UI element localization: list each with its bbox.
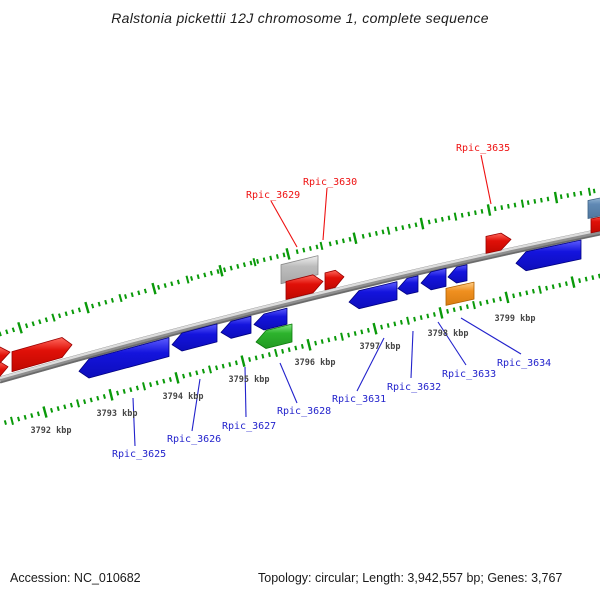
leader-line (270, 200, 298, 248)
kbp-label: 3795 kbp (229, 375, 270, 385)
gene-arrow[interactable] (348, 281, 398, 310)
gene-arrow[interactable] (285, 274, 324, 300)
kbp-label: 3792 kbp (31, 426, 72, 436)
leader-line (322, 187, 328, 241)
gene-arrow[interactable] (485, 232, 512, 254)
leader-line (460, 317, 522, 355)
leader-line (480, 154, 492, 205)
gene-label[interactable]: Rpic_3631 (332, 394, 386, 405)
kbp-labels: 3792 kbp 3793 kbp 3794 kbp 3795 kbp 3796 kbp… (31, 314, 536, 436)
kbp-label: 3799 kbp (495, 314, 536, 324)
leader-line (410, 330, 414, 379)
gene-arrow[interactable] (397, 275, 419, 295)
leader-line (191, 378, 201, 432)
gene-arrow[interactable] (515, 239, 582, 272)
gene-arrow[interactable] (587, 196, 600, 219)
chromosome-axis (0, 228, 600, 384)
figure-title: Ralstonia pickettii 12J chromosome 1, co… (111, 10, 489, 26)
kbp-label: 3797 kbp (360, 342, 401, 352)
gene-arrow[interactable] (447, 264, 468, 284)
gene-arrow[interactable] (324, 269, 345, 291)
topology-text: Topology: circular; Length: 3,942,557 bp… (258, 571, 563, 585)
accession-text: Accession: NC_010682 (10, 571, 141, 585)
leader-line (132, 397, 136, 447)
kbp-label: 3794 kbp (163, 392, 204, 402)
gene-label[interactable]: Rpic_3635 (456, 143, 510, 154)
gene-arrow[interactable] (253, 307, 288, 331)
gene-arrow[interactable] (0, 361, 9, 385)
kbp-label: 3796 kbp (295, 358, 336, 368)
gene-label[interactable]: Rpic_3629 (246, 190, 300, 201)
leader-line (244, 366, 247, 418)
gene-label[interactable]: Rpic_3634 (497, 358, 551, 369)
kbp-label: 3793 kbp (97, 409, 138, 419)
gene-label[interactable]: Rpic_3633 (442, 369, 496, 380)
gene-arrow[interactable] (78, 337, 170, 379)
tick-marks (0, 187, 600, 425)
gene-arrows (0, 196, 600, 385)
leader-line (279, 362, 298, 404)
gene-labels: Rpic_3625Rpic_3626Rpic_3627Rpic_3628Rpic… (112, 143, 551, 460)
leader-line (437, 321, 467, 366)
gene-label[interactable]: Rpic_3626 (167, 434, 221, 445)
gene-label[interactable]: Rpic_3625 (112, 449, 166, 460)
gene-label[interactable]: Rpic_3632 (387, 382, 441, 393)
leader-line (356, 337, 385, 392)
gene-label[interactable]: Rpic_3627 (222, 421, 276, 432)
gene-arrow[interactable] (171, 323, 218, 352)
kbp-label: 3798 kbp (428, 329, 469, 339)
gene-arrow[interactable] (420, 267, 447, 291)
label-leader-lines (132, 154, 522, 447)
gene-arrow[interactable] (11, 337, 73, 373)
gene-label[interactable]: Rpic_3628 (277, 406, 331, 417)
gene-arrow[interactable] (590, 215, 600, 234)
gene-arrow[interactable] (445, 281, 475, 306)
gene-arrow[interactable] (255, 323, 293, 349)
gene-arrow[interactable] (220, 315, 252, 339)
gene-arrow[interactable] (0, 346, 11, 369)
gene-label[interactable]: Rpic_3630 (303, 177, 357, 188)
